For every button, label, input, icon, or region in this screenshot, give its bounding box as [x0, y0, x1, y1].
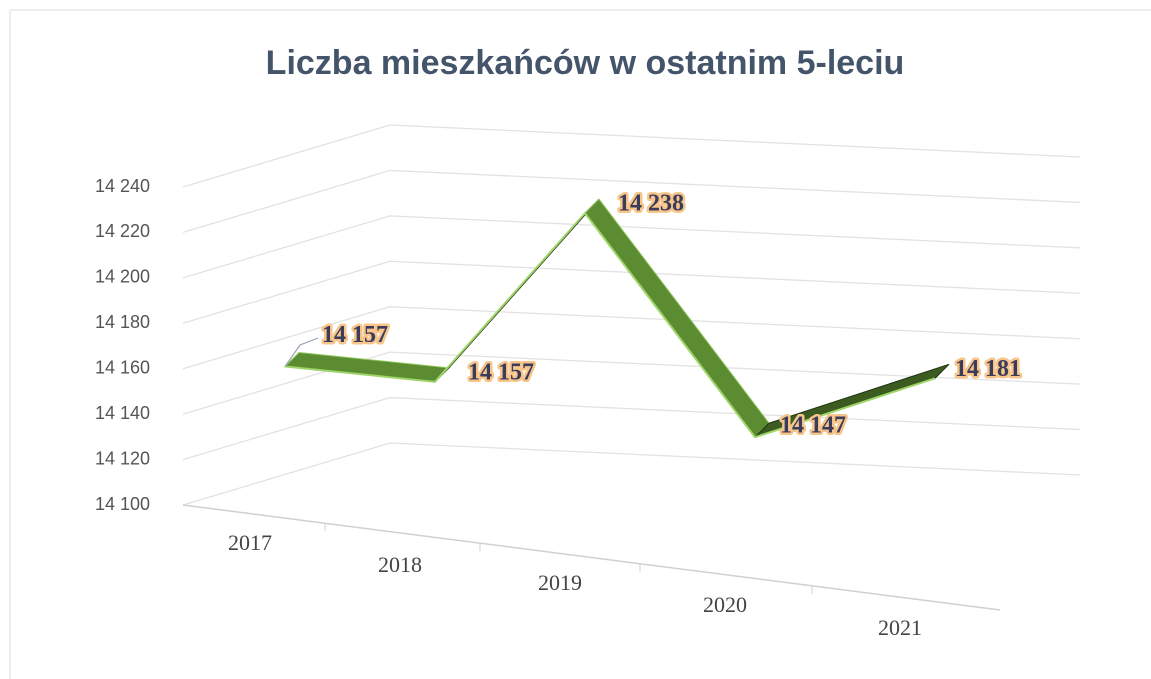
grid-line — [182, 215, 1081, 279]
data-label: 14 238 — [618, 191, 684, 217]
x-tick-label: 2020 — [703, 592, 747, 617]
x-tick-label: 2019 — [538, 570, 582, 595]
y-tick-label: 14 100 — [95, 494, 150, 514]
y-tick-label: 14 220 — [95, 221, 150, 241]
y-tick-label: 14 160 — [95, 357, 150, 377]
data-label: 14 157 — [322, 322, 388, 348]
y-tick-label: 14 240 — [95, 176, 150, 196]
leader-line — [284, 337, 319, 367]
grid-line — [182, 169, 1081, 234]
y-tick-label: 14 180 — [95, 312, 150, 332]
chart-title: Liczba mieszkańców w ostatnim 5-leciu — [266, 44, 905, 82]
grid-line — [182, 306, 1081, 370]
data-label: 14 181 — [955, 356, 1021, 382]
y-tick-label: 14 200 — [95, 267, 150, 287]
ribbon-segment — [584, 198, 770, 438]
x-tick-label: 2018 — [378, 552, 422, 577]
x-tick-label: 2021 — [878, 615, 922, 640]
data-label: 14 147 — [780, 413, 846, 439]
y-tick-label: 14 140 — [95, 403, 150, 423]
x-tick-label: 2017 — [228, 530, 272, 555]
data-label: 14 157 — [468, 359, 534, 385]
grid-line — [182, 260, 1081, 324]
grid-line — [182, 351, 1081, 415]
grid-line — [182, 124, 1081, 188]
grid-line — [182, 442, 1081, 506]
x-axis — [182, 504, 1001, 611]
ribbon-segment — [283, 352, 451, 383]
grid-line — [182, 396, 1081, 461]
line — [284, 211, 936, 439]
y-tick-label: 14 120 — [95, 448, 150, 468]
